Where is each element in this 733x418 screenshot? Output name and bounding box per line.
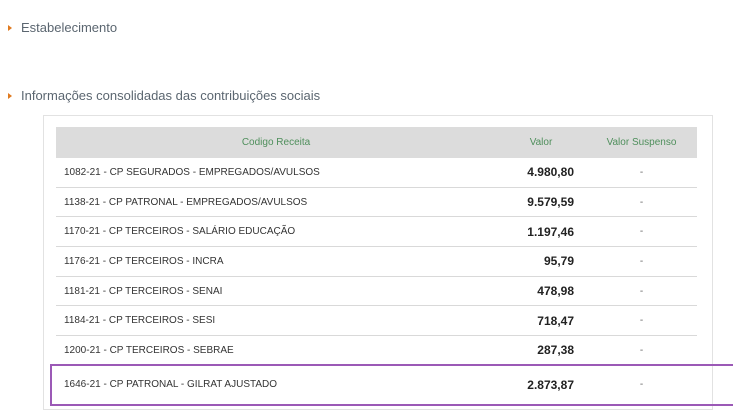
contributions-table: Codigo Receita Valor Valor Suspenso 1082… <box>50 127 733 406</box>
section-establishments[interactable]: Estabelecimento <box>8 20 117 35</box>
table-row: 1200-21 - CP TERCEIROS - SEBRAE 287,38 - <box>56 336 697 366</box>
row-suspended: - <box>639 255 644 267</box>
bullet-arrow-icon <box>8 92 12 99</box>
row-code: 1170-21 - CP TERCEIROS - SALÁRIO EDUCAÇÃ… <box>64 226 296 238</box>
row-suspended: - <box>639 379 644 391</box>
header-suspended: Valor Suspenso <box>606 137 677 148</box>
section-consolidated[interactable]: Informações consolidadas das contribuiçõ… <box>8 88 320 103</box>
row-suspended: - <box>639 315 644 327</box>
row-suspended: - <box>639 196 644 208</box>
row-value: 95,79 <box>543 254 574 269</box>
table-row: 1176-21 - CP TERCEIROS - INCRA 95,79 - <box>56 247 697 277</box>
row-value: 718,47 <box>537 313 574 328</box>
row-code: 1176-21 - CP TERCEIROS - INCRA <box>64 255 224 267</box>
row-suspended: - <box>639 166 644 178</box>
table-row-highlighted: 1646-21 - CP PATRONAL - GILRAT AJUSTADO … <box>50 363 733 406</box>
bullet-arrow-icon <box>8 24 12 31</box>
row-suspended: - <box>639 226 644 238</box>
row-code: 1200-21 - CP TERCEIROS - SEBRAE <box>64 344 234 356</box>
table-header: Codigo Receita Valor Valor Suspenso <box>56 127 697 158</box>
section-consolidated-label: Informações consolidadas das contribuiçõ… <box>21 88 321 103</box>
row-code: 1082-21 - CP SEGURADOS - EMPREGADOS/AVUL… <box>64 166 320 178</box>
row-value: 9.579,59 <box>527 195 574 210</box>
row-value: 1.197,46 <box>527 224 574 239</box>
table-row: 1170-21 - CP TERCEIROS - SALÁRIO EDUCAÇÃ… <box>56 217 697 248</box>
header-code: Codigo Receita <box>241 137 311 148</box>
table-row: 1138-21 - CP PATRONAL - EMPREGADOS/AVULS… <box>56 188 697 218</box>
row-value: 287,38 <box>537 343 574 358</box>
row-suspended: - <box>639 344 644 356</box>
table-row: 1184-21 - CP TERCEIROS - SESI 718,47 - <box>56 306 697 337</box>
row-code: 1646-21 - CP PATRONAL - GILRAT AJUSTADO <box>64 379 278 391</box>
section-establishments-label: Estabelecimento <box>21 20 118 35</box>
row-suspended: - <box>639 285 644 297</box>
row-value: 2.873,87 <box>527 377 574 392</box>
row-value: 478,98 <box>537 284 574 299</box>
table-row: 1082-21 - CP SEGURADOS - EMPREGADOS/AVUL… <box>56 158 697 188</box>
row-code: 1138-21 - CP PATRONAL - EMPREGADOS/AVULS… <box>64 196 308 208</box>
table-row: 1181-21 - CP TERCEIROS - SENAI 478,98 - <box>56 277 697 307</box>
row-code: 1181-21 - CP TERCEIROS - SENAI <box>64 285 223 297</box>
contributions-panel: Codigo Receita Valor Valor Suspenso 1082… <box>43 115 733 410</box>
header-value: Valor <box>529 137 553 148</box>
row-value: 4.980,80 <box>527 165 574 180</box>
row-code: 1184-21 - CP TERCEIROS - SESI <box>64 315 216 327</box>
